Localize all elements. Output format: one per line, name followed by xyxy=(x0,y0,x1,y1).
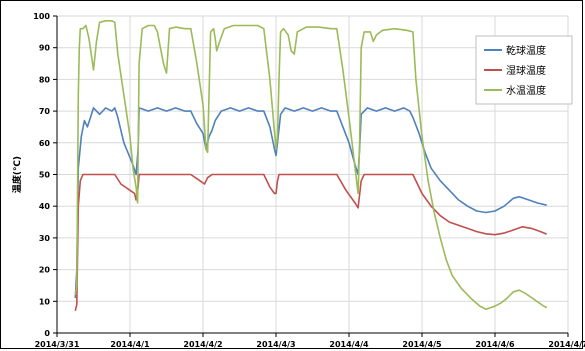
x-tick-label: 2014/4/6 xyxy=(475,340,515,349)
x-tick-label: 2014/4/4 xyxy=(329,340,369,349)
y-tick-label: 50 xyxy=(39,171,51,180)
series-lines xyxy=(74,20,548,311)
y-tick-label: 10 xyxy=(39,297,51,306)
y-tick-label: 0 xyxy=(44,329,50,338)
series-line-1 xyxy=(74,107,547,299)
legend-label-2: 湿球温度 xyxy=(506,64,546,77)
x-tick-label: 2014/4/5 xyxy=(402,340,442,349)
x-tick-labels: 2014/3/31 2014/4/1 2014/4/2 2014/4/3 2014/4/… xyxy=(35,340,585,349)
y-tick-label: 30 xyxy=(39,234,51,243)
y-tick-label: 60 xyxy=(39,139,51,148)
series-line-2 xyxy=(74,173,548,311)
y-tick-label: 40 xyxy=(39,202,51,211)
legend-label-1: 乾球温度 xyxy=(506,44,546,57)
y-tick-label: 70 xyxy=(39,107,51,116)
axes xyxy=(53,15,569,337)
y-tick-label: 20 xyxy=(39,266,51,275)
x-tick-label: 2014/4/3 xyxy=(256,340,295,349)
y-axis-label: 温度(℃) xyxy=(11,156,23,193)
x-tick-label: 2014/4/2 xyxy=(183,340,222,349)
y-tick-label: 90 xyxy=(39,44,51,53)
legend-label-3: 水温温度 xyxy=(506,84,546,97)
y-tick-label: 100 xyxy=(33,12,50,21)
x-tick-label: 2014/4/1 xyxy=(110,340,150,349)
x-tick-label: 2014/3/31 xyxy=(35,340,80,349)
x-tick-label: 2014/4/7 xyxy=(548,340,585,349)
y-tick-label: 80 xyxy=(39,75,51,84)
series-line-3 xyxy=(74,20,548,310)
y-tick-labels: 0 10 20 30 40 50 60 70 80 90 100 xyxy=(33,12,50,338)
